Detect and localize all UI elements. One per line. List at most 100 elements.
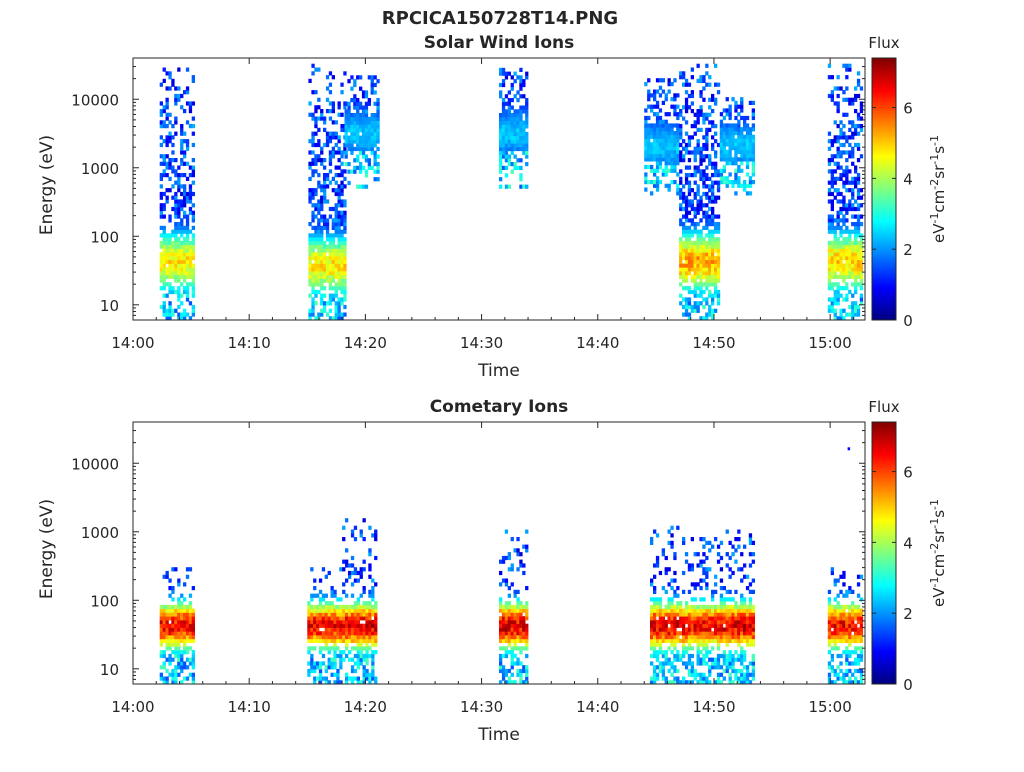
heatmap-cell	[340, 218, 344, 223]
heatmap-cell	[191, 304, 195, 310]
heatmap-cell	[342, 612, 346, 617]
heatmap-cell	[171, 135, 175, 140]
heatmap-cell	[661, 157, 665, 162]
heatmap-cell	[722, 149, 726, 154]
y-tick-label: 10	[100, 297, 119, 315]
heatmap-cell	[162, 661, 166, 666]
heatmap-cell	[848, 142, 852, 148]
heatmap-cell	[714, 631, 718, 636]
heatmap-cell	[159, 82, 163, 87]
heatmap-cell	[684, 252, 689, 257]
heatmap-cell	[699, 301, 703, 306]
heatmap-cell	[316, 665, 320, 670]
heatmap-cell	[316, 604, 320, 610]
heatmap-cell	[185, 282, 190, 287]
heatmap-cell	[317, 263, 321, 268]
heatmap-cell	[333, 589, 337, 594]
heatmap-cell	[690, 638, 694, 643]
heatmap-cell	[188, 567, 193, 572]
heatmap-cell	[328, 267, 333, 272]
heatmap-cell	[183, 642, 187, 647]
heatmap-cell	[711, 195, 715, 200]
heatmap-cell	[513, 71, 517, 76]
heatmap-cell	[350, 604, 355, 610]
heatmap-cell	[827, 604, 832, 610]
heatmap-cell	[854, 255, 858, 261]
heatmap-cell	[314, 188, 318, 193]
heatmap-cell	[658, 123, 663, 128]
heatmap-cell	[833, 680, 837, 685]
heatmap-cell	[690, 289, 694, 295]
heatmap-cell	[725, 668, 729, 674]
heatmap-cell	[693, 214, 697, 219]
heatmap-cell	[504, 128, 509, 133]
heatmap-cell	[308, 255, 312, 261]
heatmap-cell	[317, 127, 321, 132]
heatmap-cell	[519, 631, 523, 636]
heatmap-cell	[364, 143, 369, 148]
heatmap-cell	[653, 627, 657, 632]
heatmap-cell	[180, 131, 184, 136]
heatmap-cell	[334, 252, 338, 257]
heatmap-cell	[323, 165, 327, 170]
heatmap-cell	[725, 638, 729, 643]
heatmap-cell	[734, 638, 738, 643]
heatmap-cell	[159, 627, 163, 632]
heatmap-cell	[504, 135, 509, 140]
heatmap-cell	[699, 661, 703, 666]
heatmap-cell	[705, 619, 709, 625]
heatmap-cell	[740, 97, 744, 102]
heatmap-cell	[673, 619, 677, 625]
heatmap-cell	[159, 225, 163, 230]
heatmap-cell	[339, 612, 343, 617]
heatmap-cell	[842, 271, 846, 276]
heatmap-cell	[670, 680, 674, 685]
heatmap-cell	[827, 631, 832, 636]
heatmap-cell	[722, 142, 726, 147]
heatmap-cell	[714, 180, 718, 185]
heatmap-cell	[165, 570, 169, 576]
heatmap-cell	[711, 93, 715, 99]
heatmap-cell	[501, 146, 506, 152]
heatmap-cell	[525, 529, 529, 534]
heatmap-cell	[719, 555, 724, 561]
heatmap-cell	[308, 139, 312, 144]
heatmap-cell	[676, 127, 680, 132]
heatmap-cell	[716, 676, 721, 681]
heatmap-cell	[191, 586, 195, 591]
heatmap-cell	[696, 627, 700, 632]
heatmap-cell	[162, 78, 166, 83]
heatmap-cell	[836, 676, 840, 681]
heatmap-cell	[337, 165, 341, 170]
heatmap-cell	[702, 612, 706, 617]
heatmap-cell	[183, 150, 187, 155]
heatmap-cell	[362, 665, 366, 670]
heatmap-cell	[842, 199, 846, 204]
heatmap-cell	[833, 578, 837, 583]
heatmap-cell	[516, 548, 520, 553]
heatmap-cell	[751, 559, 755, 564]
heatmap-cell	[830, 191, 834, 197]
heatmap-cell	[320, 112, 324, 117]
heatmap-cell	[510, 646, 514, 651]
heatmap-cell	[751, 627, 755, 632]
heatmap-cell	[324, 631, 328, 636]
heatmap-cell	[682, 206, 686, 212]
heatmap-cell	[845, 619, 849, 625]
heatmap-cell	[191, 78, 195, 83]
heatmap-cell	[162, 274, 166, 279]
heatmap-cell	[499, 82, 503, 88]
heatmap-cell	[740, 604, 744, 610]
y-tick-label: 10000	[71, 455, 119, 473]
heatmap-cell	[340, 263, 344, 268]
heatmap-cell	[833, 627, 837, 632]
heatmap-cell	[745, 183, 750, 188]
heatmap-cell	[734, 612, 738, 617]
heatmap-cell	[856, 225, 861, 230]
heatmap-cell	[317, 105, 321, 110]
heatmap-cell	[740, 104, 744, 109]
heatmap-cell	[728, 149, 732, 154]
heatmap-cell	[371, 608, 375, 613]
heatmap-cell	[317, 259, 321, 264]
heatmap-cell	[513, 120, 517, 125]
